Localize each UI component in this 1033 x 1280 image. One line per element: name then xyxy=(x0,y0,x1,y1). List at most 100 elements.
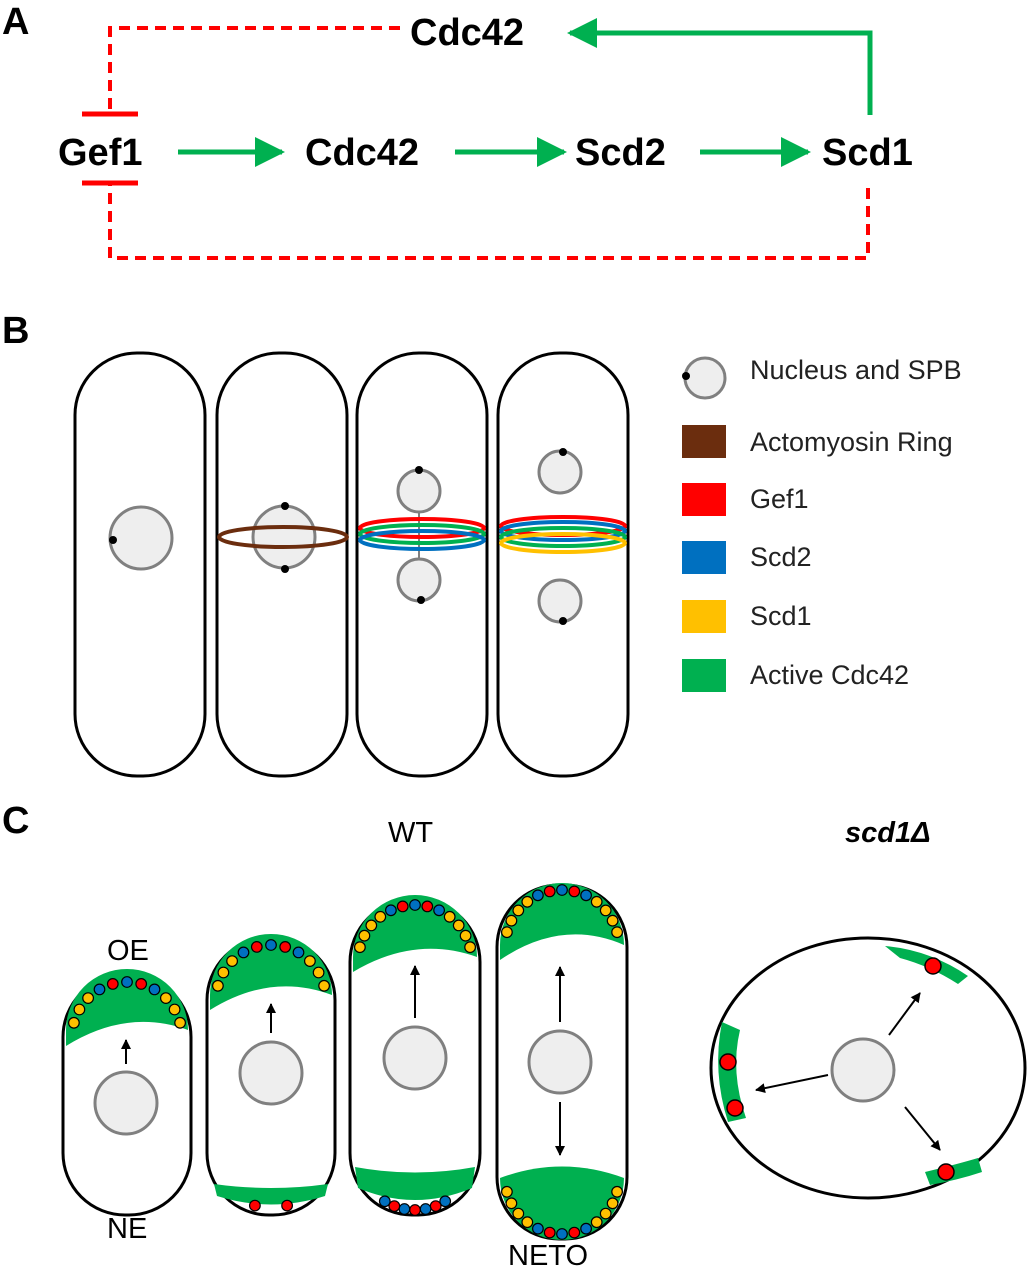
legend-label: Gef1 xyxy=(750,484,809,514)
nucleus xyxy=(537,449,583,495)
wt-cell-4 xyxy=(495,883,629,1241)
scd2-dot xyxy=(532,1222,544,1235)
legend-label: Scd2 xyxy=(750,542,812,572)
arrow-scd1-to-top-cdc42 xyxy=(567,18,873,115)
scd1-dot xyxy=(606,914,619,927)
ne-label: NE xyxy=(107,1213,147,1245)
scd1-dot xyxy=(599,904,612,917)
gef1-dot xyxy=(429,1200,442,1212)
inhibition-scd1-to-gef1 xyxy=(108,184,870,260)
scd2-ring xyxy=(358,529,486,551)
gef1-dot xyxy=(396,900,409,913)
legend: Nucleus and SPB Actomyosin Ring Gef1 Scd… xyxy=(682,355,962,692)
gef1-dot xyxy=(937,1163,955,1181)
scd1-dot xyxy=(211,979,224,992)
node-scd1: Scd1 xyxy=(822,132,913,174)
active-cdc42-ne xyxy=(355,1167,475,1200)
legend-label: Scd1 xyxy=(750,601,812,631)
nucleus xyxy=(108,505,174,571)
panel-c-letter: C xyxy=(2,800,29,842)
spb-dot xyxy=(417,596,425,604)
scd2-dot xyxy=(121,976,133,988)
scd1-dot xyxy=(217,966,230,979)
spb-dot xyxy=(559,448,567,456)
oe-label: OE xyxy=(107,935,149,967)
active-cdc42-ne xyxy=(214,1184,328,1205)
scd1-dot xyxy=(512,904,525,917)
scd1-dot xyxy=(312,966,325,979)
scd1-dot xyxy=(501,1185,513,1198)
panel-b-letter: B xyxy=(2,310,29,352)
gef1-dot xyxy=(279,941,292,953)
cdc42-ring xyxy=(358,523,486,545)
nucleus xyxy=(93,1070,159,1136)
scd1-dot xyxy=(464,941,477,954)
scd2-dot xyxy=(398,1203,411,1215)
scd2-dot xyxy=(385,904,397,917)
panel-a-letter: A xyxy=(2,1,29,43)
scd1-dot xyxy=(521,1216,534,1229)
gef1-dot xyxy=(106,978,119,990)
gef1-dot xyxy=(719,1053,737,1071)
node-scd2: Scd2 xyxy=(575,132,666,174)
scd1-dot xyxy=(168,1003,181,1016)
node-cdc42: Cdc42 xyxy=(305,132,419,174)
legend-swatch-active-cdc42 xyxy=(682,659,726,692)
gef1-dot xyxy=(281,1199,294,1212)
spb-dot xyxy=(109,536,117,544)
legend-swatch-scd1 xyxy=(682,600,726,633)
oe-protein-dots xyxy=(67,976,187,1029)
wt-label: WT xyxy=(388,817,433,849)
legend-label: Active Cdc42 xyxy=(750,660,909,690)
cdc42-ring xyxy=(499,526,627,548)
scd2-dot xyxy=(433,904,446,917)
wt-cell-1 xyxy=(61,969,193,1217)
gef1-dot xyxy=(568,885,581,898)
scd1-dot xyxy=(365,919,378,932)
gef1-dot xyxy=(409,1204,421,1216)
scd1-dot xyxy=(611,926,623,939)
nucleus-icon xyxy=(683,356,727,400)
scd2-dot xyxy=(378,1195,391,1208)
scd2-dot xyxy=(148,983,161,996)
nucleus xyxy=(396,468,442,514)
scd1-dot xyxy=(452,919,465,932)
scd2-dot xyxy=(419,1203,432,1215)
gef1-dot xyxy=(543,885,556,898)
scd2-dot xyxy=(439,1195,452,1208)
scd1-dot xyxy=(82,992,94,1004)
scd1-delta-cell xyxy=(709,936,1027,1200)
legend-swatch-scd2 xyxy=(682,541,726,574)
growth-arrow xyxy=(888,992,921,1036)
legend-swatch-gef1 xyxy=(682,483,726,516)
gef1-dot xyxy=(421,900,434,913)
growth-arrow xyxy=(904,1106,941,1151)
spb-dot xyxy=(682,372,690,380)
scd1-dot xyxy=(354,941,366,954)
node-top-cdc42: Cdc42 xyxy=(410,12,524,54)
scd1-dot xyxy=(590,895,603,908)
scd2-ring xyxy=(499,520,627,542)
scd2-dot xyxy=(237,946,250,959)
wt-cell-2 xyxy=(205,934,337,1217)
protein-dots xyxy=(211,939,331,1212)
scd2-dot xyxy=(93,983,106,996)
protein-dots xyxy=(501,884,623,1240)
scd1-dot xyxy=(174,1016,187,1029)
node-gef1: Gef1 xyxy=(58,132,142,174)
scd1-dot xyxy=(599,1207,612,1220)
scd1-dot xyxy=(226,955,239,967)
nucleus xyxy=(527,1029,593,1095)
scd1-dot xyxy=(73,1003,86,1016)
inhibition-cdc42-to-gef1 xyxy=(108,26,400,112)
scd1-dot xyxy=(318,979,331,992)
nucleus xyxy=(830,1037,896,1103)
scd1-dot xyxy=(512,1207,525,1220)
scd2-dot xyxy=(532,889,544,902)
scd2-dot xyxy=(556,1228,568,1240)
scd1-dot xyxy=(374,910,387,923)
scd2-dot xyxy=(265,939,277,951)
nucleus xyxy=(382,1025,448,1091)
gef1-dot xyxy=(726,1099,744,1117)
